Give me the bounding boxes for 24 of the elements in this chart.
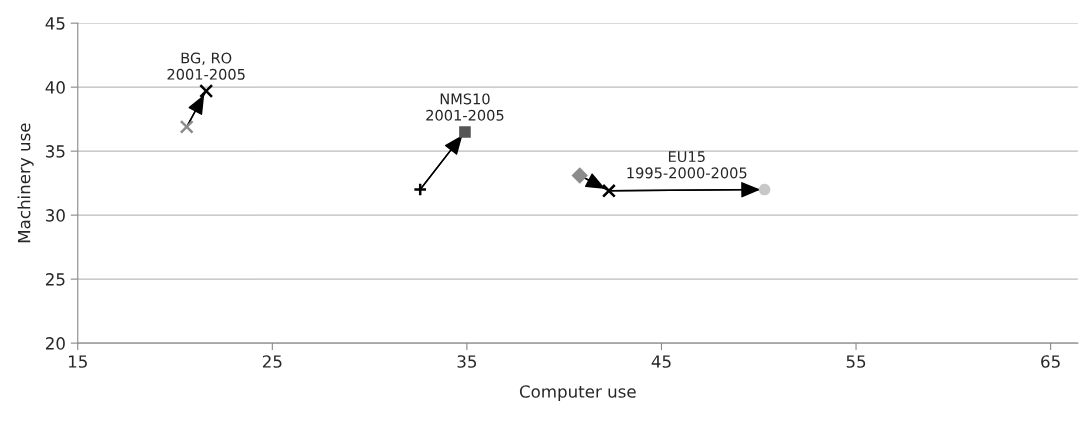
x-tick-label: 15 bbox=[68, 355, 87, 368]
x-tick-label: 45 bbox=[651, 355, 671, 368]
y-tick-label: 35 bbox=[46, 145, 65, 158]
y-tick-label: 40 bbox=[45, 81, 65, 94]
annotation: EU15 1995-2000-2005 bbox=[627, 151, 747, 179]
y-tick-label: 30 bbox=[46, 209, 65, 222]
annotation: BG, RO 2001-2005 bbox=[167, 52, 245, 80]
point bbox=[179, 119, 194, 134]
point bbox=[199, 83, 214, 99]
x-tick-label: 25 bbox=[262, 355, 282, 368]
y-tick-label: 45 bbox=[45, 17, 65, 30]
x-tick-label: 55 bbox=[846, 355, 866, 368]
y-tick-label: 20 bbox=[45, 337, 65, 350]
point bbox=[571, 167, 588, 184]
point bbox=[758, 183, 771, 196]
y-axis-title: Machinery use bbox=[17, 123, 34, 243]
point bbox=[459, 126, 471, 138]
x-tick-label: 35 bbox=[457, 355, 477, 368]
point bbox=[413, 182, 428, 197]
x-axis-title: Computer use bbox=[519, 385, 636, 402]
x-tick-label: 65 bbox=[1041, 355, 1060, 368]
annotation: NMS10 2001-2005 bbox=[426, 93, 504, 121]
point bbox=[601, 183, 616, 198]
y-tick-label: 25 bbox=[45, 273, 65, 286]
